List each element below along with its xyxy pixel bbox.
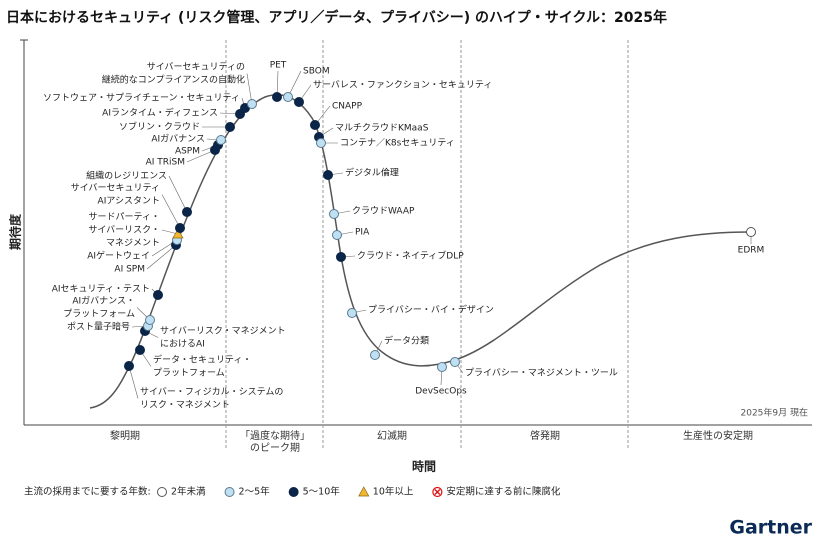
legend-label: 10年以上 — [373, 486, 414, 498]
legend-label: 5～10年 — [303, 486, 341, 498]
node-marker — [272, 92, 282, 102]
date-note: 2025年9月 現在 — [741, 407, 809, 419]
legend-symbol — [358, 486, 370, 497]
node-marker — [153, 290, 163, 300]
node-label: AIガバナンス — [151, 134, 205, 145]
node-label: PET — [270, 61, 287, 71]
node-label: CNAPP — [332, 102, 363, 112]
node-label: SBOM — [303, 67, 330, 77]
node-label: DevSecOps — [415, 387, 467, 397]
node-label: マネジメント — [106, 238, 160, 249]
node-marker — [175, 223, 185, 233]
node-label: コンテナ／K8sセキュリティ — [340, 138, 455, 149]
node-label: クラウド・ネイティブDLP — [357, 250, 464, 262]
legend-label: 2～5年 — [239, 486, 271, 498]
node-label: クラウドWAAP — [352, 206, 415, 217]
node-label: サイバーセキュリティの — [147, 62, 245, 73]
title: 日本におけるセキュリティ (リスク管理、アプリ／データ、プライバシー) のハイプ… — [6, 9, 667, 26]
phase-label: 幻滅期 — [377, 429, 407, 442]
node-label: デジタル倫理 — [345, 167, 399, 179]
node-marker — [182, 207, 192, 217]
node-marker — [310, 120, 320, 130]
phase-label: 黎明期 — [110, 429, 140, 442]
leader-line — [146, 244, 177, 270]
x-axis-label: 時間 — [412, 459, 436, 474]
node-label: EDRM — [738, 246, 765, 256]
node-marker — [216, 135, 226, 145]
node-label: プライバシー・マネジメント・ツール — [465, 368, 618, 379]
node-label: プライバシー・バイ・デザイン — [368, 304, 494, 316]
node-marker — [135, 345, 145, 355]
legend-symbol — [434, 489, 441, 495]
legend-label: 2年未満 — [171, 486, 206, 498]
node-marker — [746, 227, 756, 237]
leader-line — [246, 73, 253, 105]
node-marker — [294, 97, 304, 107]
node-label: AIゲートウェイ — [87, 250, 150, 262]
phase-label: のピーク期 — [250, 442, 300, 454]
node-label: サーバレス・ファンクション・セキュリティ — [313, 80, 492, 91]
node-marker — [283, 92, 293, 102]
node-label: 継続的なコンプライアンスの自動化 — [102, 74, 245, 86]
node-marker — [225, 122, 235, 132]
node-marker — [172, 228, 184, 239]
node-marker — [124, 361, 134, 371]
node-label: サイバーリスク・ — [88, 225, 160, 236]
node-label: におけるAI — [160, 339, 205, 350]
node-label: サイバーリスク・マネジメント — [160, 326, 286, 337]
node-marker — [370, 350, 380, 360]
node-marker — [437, 362, 447, 372]
node-marker — [347, 308, 357, 318]
node-marker — [332, 230, 342, 240]
node-marker — [247, 99, 257, 109]
node-label: ソフトウェア・サプライチェーン・セキュリティ — [43, 93, 240, 104]
leader-line — [161, 194, 181, 229]
legend-label: 安定期に達する前に陳腐化 — [446, 486, 561, 498]
leader-line — [168, 175, 188, 213]
node-label: サイバー・フィジカル・システムの — [140, 387, 283, 398]
node-label: プラットフォーム — [153, 368, 225, 379]
node-label: AI TRiSM — [146, 158, 185, 168]
node-label: ASPM — [175, 147, 200, 157]
node-label: AI SPM — [114, 265, 145, 275]
node-marker — [145, 315, 155, 325]
node-label: AIガバナンス・ — [72, 296, 135, 307]
phase-label: 生産性の安定期 — [683, 429, 753, 442]
logo: Gartner — [729, 517, 812, 539]
y-axis-label: 期待度 — [8, 213, 23, 250]
node-label: マルチクラウドKMaaS — [335, 123, 429, 134]
phase-label: 「過度な期待」 — [240, 429, 310, 442]
node-marker — [329, 209, 339, 219]
node-label: プラットフォーム — [63, 309, 135, 320]
leader-line — [186, 149, 216, 163]
node-label: リスク・マネジメント — [140, 400, 230, 411]
node-label: ポスト量子暗号 — [67, 321, 130, 333]
node-label: 組織のレジリエンス — [86, 170, 167, 182]
legend-symbol — [288, 487, 299, 497]
leader-line — [128, 365, 139, 399]
node-label: AIセキュリティ・テスト — [52, 284, 150, 295]
legend-symbol — [157, 487, 167, 497]
node-marker — [450, 357, 460, 367]
phase-label: 啓発期 — [530, 429, 560, 442]
node-label: データ分類 — [384, 335, 429, 347]
legend-symbol — [224, 487, 235, 497]
node-label: サイバーセキュリティ — [71, 183, 160, 194]
node-marker — [316, 138, 326, 148]
legend-title: 主流の採用までに要する年数: — [24, 486, 151, 498]
hype-curve — [89, 94, 751, 409]
node-label: AIアシスタント — [98, 196, 160, 207]
node-marker — [323, 170, 333, 180]
node-marker — [336, 252, 346, 262]
node-label: ソブリン・クラウド — [119, 121, 200, 133]
phase-dividers — [225, 40, 629, 450]
node-label: データ・セキュリティ・ — [153, 354, 251, 366]
node-label: PIA — [355, 228, 370, 238]
node-label: サードパーティ・ — [89, 212, 160, 223]
node-label: AIランタイム・ディフェンス — [102, 107, 218, 119]
